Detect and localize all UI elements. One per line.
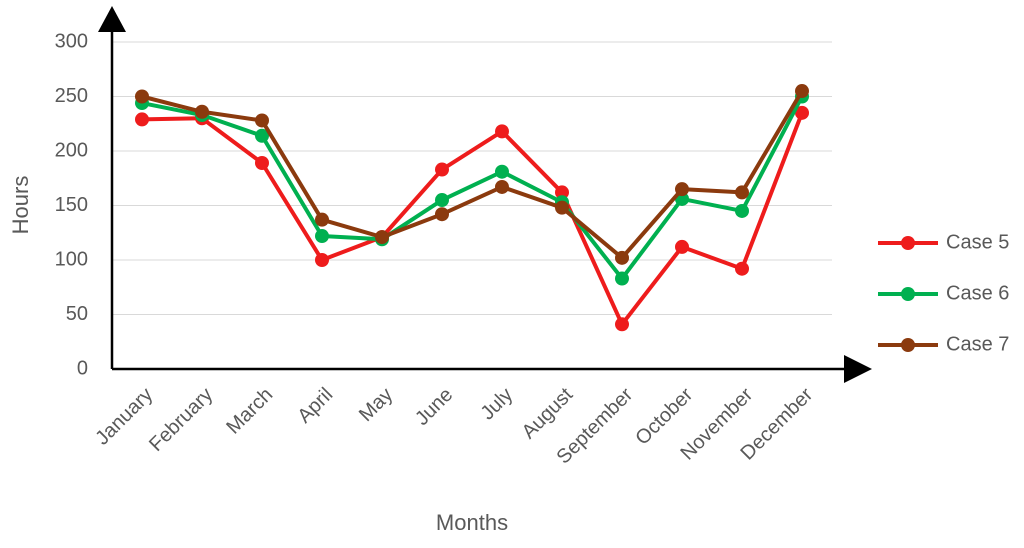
data-point xyxy=(315,229,329,244)
data-point xyxy=(795,84,809,99)
x-tick-label: February xyxy=(145,384,217,456)
data-point xyxy=(495,164,509,179)
legend-label: Case 7 xyxy=(946,333,1009,355)
x-tick-label: July xyxy=(477,384,518,425)
data-point xyxy=(735,185,749,200)
data-point xyxy=(495,179,509,194)
series-line xyxy=(141,90,804,260)
legend-marker xyxy=(901,236,915,250)
y-tick-label: 50 xyxy=(66,303,88,325)
data-point xyxy=(255,128,269,143)
data-point xyxy=(555,200,569,215)
data-point xyxy=(615,271,629,286)
data-point xyxy=(495,124,509,139)
y-tick-label: 0 xyxy=(77,357,88,379)
data-point xyxy=(255,155,269,170)
data-point xyxy=(615,317,629,332)
series-line xyxy=(141,95,804,281)
x-tick-label: August xyxy=(518,383,578,443)
data-point xyxy=(675,182,689,197)
series-line xyxy=(141,112,804,327)
y-axis-arrow xyxy=(98,6,126,32)
y-tick-label: 200 xyxy=(55,139,88,161)
data-point xyxy=(735,261,749,276)
x-tick-label: May xyxy=(355,384,397,426)
data-point xyxy=(135,89,149,104)
data-point xyxy=(375,230,389,245)
y-axis-label: Hours xyxy=(8,176,33,235)
y-tick-label: 150 xyxy=(55,194,88,216)
x-axis-label: Months xyxy=(436,510,508,535)
x-tick-label: April xyxy=(293,384,337,428)
x-axis-arrow xyxy=(844,355,872,383)
data-point xyxy=(195,104,209,119)
data-point xyxy=(435,207,449,222)
x-tick-label: March xyxy=(222,384,277,439)
data-point xyxy=(255,113,269,128)
legend-marker xyxy=(901,287,915,301)
data-point xyxy=(135,112,149,127)
legend-label: Case 6 xyxy=(946,282,1009,304)
data-point xyxy=(555,185,569,200)
data-point xyxy=(615,250,629,265)
legend-label: Case 5 xyxy=(946,231,1009,253)
data-point xyxy=(735,203,749,218)
x-tick-label: June xyxy=(411,384,457,430)
data-point xyxy=(795,105,809,120)
y-tick-label: 250 xyxy=(55,85,88,107)
data-point xyxy=(315,253,329,267)
legend-marker xyxy=(901,338,915,352)
data-point xyxy=(675,239,689,254)
data-point xyxy=(435,162,449,177)
data-point xyxy=(435,193,449,208)
data-point xyxy=(315,212,329,227)
y-tick-label: 100 xyxy=(55,248,88,270)
y-tick-label: 300 xyxy=(55,30,88,52)
